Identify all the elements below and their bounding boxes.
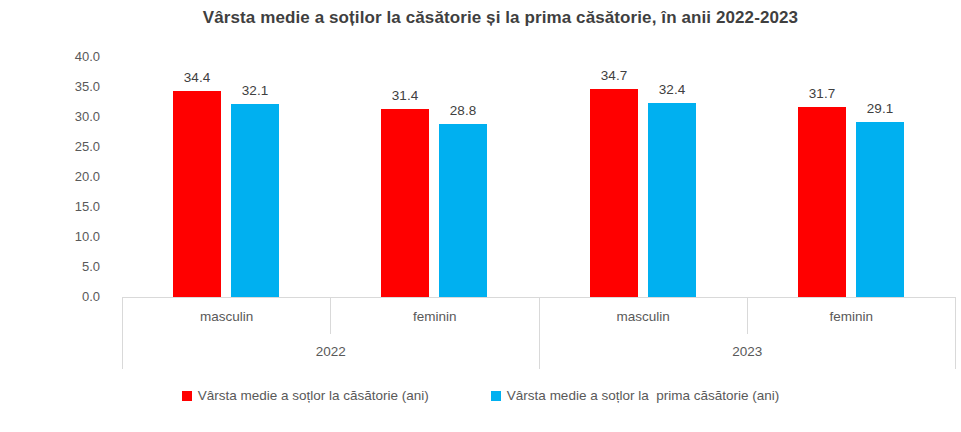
bar-casatorie bbox=[798, 107, 846, 297]
bar-prima-casatorie bbox=[856, 122, 904, 297]
bar-value-label: 34.4 bbox=[167, 70, 227, 86]
category-label: masculin bbox=[540, 298, 748, 334]
bar-value-label: 32.4 bbox=[642, 82, 702, 98]
y-tick-label: 15.0 bbox=[60, 199, 100, 215]
category-label: feminin bbox=[331, 298, 539, 334]
y-tick-label: 5.0 bbox=[60, 259, 100, 275]
bar-value-label: 31.4 bbox=[375, 88, 435, 104]
y-tick-label: 0.0 bbox=[60, 289, 100, 305]
y-tick-label: 10.0 bbox=[60, 229, 100, 245]
y-tick-label: 40.0 bbox=[60, 49, 100, 65]
y-tick-label: 25.0 bbox=[60, 139, 100, 155]
chart-title: Vârsta medie a soților la căsătorie și l… bbox=[40, 8, 961, 28]
bar-prima-casatorie bbox=[648, 103, 696, 297]
y-tick-label: 30.0 bbox=[60, 109, 100, 125]
bar-prima-casatorie bbox=[439, 124, 487, 297]
bar-casatorie bbox=[381, 109, 429, 297]
bar-casatorie bbox=[590, 89, 638, 297]
plot-area: 34.432.1 31.428.8 34.732.4 31.729.1 bbox=[122, 57, 955, 297]
legend-label: Vârsta medie a soțlor la căsătorie (ani) bbox=[198, 388, 429, 403]
bar-value-label: 34.7 bbox=[584, 68, 644, 84]
category-axis-level1: masculinfemininmasculinfeminin bbox=[123, 298, 955, 334]
category-axis: masculinfemininmasculinfeminin 20222023 bbox=[122, 297, 956, 369]
legend: Vârsta medie a soțlor la căsătorie (ani)… bbox=[0, 388, 961, 403]
y-tick-label: 20.0 bbox=[60, 169, 100, 185]
y-tick-label: 35.0 bbox=[60, 79, 100, 95]
category-label: masculin bbox=[123, 298, 331, 334]
legend-label: Vârsta medie a soțlor la prima căsătorie… bbox=[507, 388, 779, 403]
category-axis-level2: 20222023 bbox=[123, 334, 955, 369]
year-label: 2023 bbox=[540, 334, 956, 369]
legend-marker-icon bbox=[182, 391, 192, 401]
bar-value-label: 31.7 bbox=[792, 86, 852, 102]
bar-casatorie bbox=[173, 91, 221, 297]
bar-value-label: 32.1 bbox=[225, 83, 285, 99]
legend-item-prima-casatorie: Vârsta medie a soțlor la prima căsătorie… bbox=[491, 388, 779, 403]
bar-chart: Vârsta medie a soților la căsătorie și l… bbox=[0, 0, 961, 432]
bar-value-label: 29.1 bbox=[850, 101, 910, 117]
bar-value-label: 28.8 bbox=[433, 103, 493, 119]
y-axis: 40.035.030.025.020.015.010.05.00.0 bbox=[60, 57, 110, 297]
legend-marker-icon bbox=[491, 391, 501, 401]
legend-item-casatorie: Vârsta medie a soțlor la căsătorie (ani) bbox=[182, 388, 429, 403]
year-label: 2022 bbox=[123, 334, 540, 369]
bar-prima-casatorie bbox=[231, 104, 279, 297]
category-label: feminin bbox=[748, 298, 955, 334]
